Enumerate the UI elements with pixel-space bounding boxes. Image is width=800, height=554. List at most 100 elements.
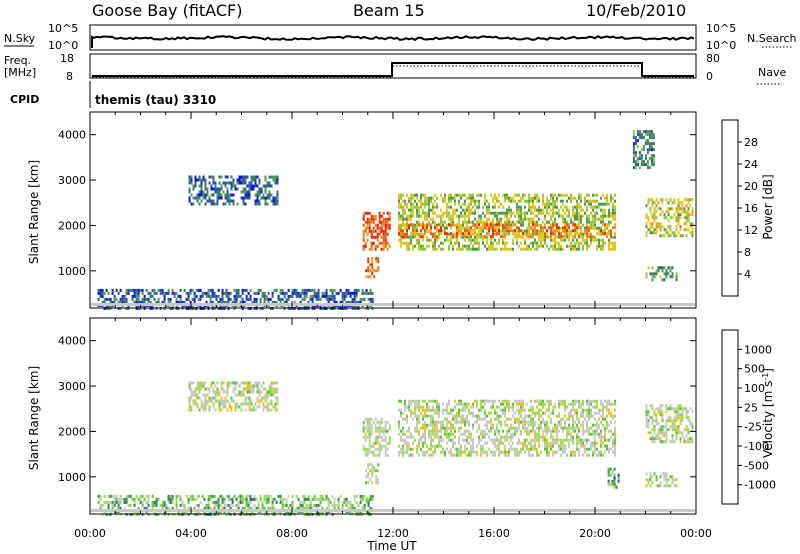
vel-cell [492, 441, 494, 445]
power-cell [375, 269, 378, 273]
power-cell [651, 231, 654, 235]
power-cell [195, 294, 198, 298]
power-cell [362, 223, 365, 227]
vel-cell [259, 497, 262, 501]
power-cell [436, 214, 438, 218]
power-cell [228, 199, 231, 203]
power-cell [466, 229, 468, 233]
vel-cell [232, 390, 235, 394]
vel-cell [428, 432, 430, 436]
vel-cell [424, 423, 426, 427]
vel-cell [207, 497, 210, 501]
vel-cell [231, 503, 234, 507]
vel-cell [665, 440, 668, 444]
power-cell [560, 235, 562, 239]
vel-cell [382, 444, 385, 448]
vel-cell [414, 408, 416, 412]
power-cell [480, 226, 482, 230]
vel-cell [253, 497, 256, 501]
vel-cell [250, 384, 253, 388]
power-cell [448, 199, 450, 203]
power-cell [436, 223, 438, 227]
power-cell [242, 187, 245, 191]
power-cell [245, 288, 248, 292]
power-cell [199, 288, 202, 292]
power-cell [359, 297, 362, 301]
power-cell [438, 235, 440, 239]
vel-cell [208, 396, 211, 400]
power-cell [586, 205, 588, 209]
power-cell [530, 241, 532, 245]
power-cell [534, 208, 536, 212]
vel-cell [548, 405, 550, 409]
vel-cell [504, 435, 506, 439]
vel-cell [210, 384, 213, 388]
vel-cell [478, 408, 480, 412]
vel-cell [313, 503, 316, 507]
power-cell [388, 214, 391, 218]
power-cell [341, 291, 344, 295]
vel-cell [464, 405, 466, 409]
vel-cell [402, 417, 404, 421]
power-cell [652, 133, 655, 137]
power-cell [232, 199, 235, 203]
power-cell [226, 175, 229, 179]
vel-cell [371, 469, 374, 473]
power-cell [270, 184, 273, 188]
vel-cell [558, 429, 560, 433]
vel-cell [570, 432, 572, 436]
power-cell [689, 225, 692, 229]
vel-cell [208, 399, 211, 403]
vel-cell [454, 420, 456, 424]
vel-cell [576, 447, 578, 451]
vel-cell [205, 506, 208, 510]
vel-cell [645, 410, 648, 414]
power-cell [256, 202, 259, 206]
vel-cell [598, 453, 600, 457]
power-cell [452, 214, 454, 218]
vel-cell [564, 405, 566, 409]
vel-cell [584, 447, 586, 451]
power-cell [638, 133, 641, 137]
vel-cell [568, 438, 570, 442]
vel-cell [588, 411, 590, 415]
power-cell [440, 226, 442, 230]
power-cell [482, 211, 484, 215]
power-cell [468, 235, 470, 239]
vel-cell [496, 405, 498, 409]
power-cell [462, 244, 464, 248]
vel-cell [482, 432, 484, 436]
power-cell [652, 154, 655, 158]
vel-cell [462, 408, 464, 412]
power-cell [436, 229, 438, 233]
power-cell [432, 217, 434, 221]
power-cell [562, 208, 564, 212]
vel-cell [498, 441, 500, 445]
power-cell [528, 244, 530, 248]
vel-cell [651, 475, 654, 479]
power-cell [691, 207, 694, 211]
power-cell [227, 294, 230, 298]
power-cell [526, 211, 528, 215]
power-cell [588, 244, 590, 248]
power-cell [448, 247, 450, 251]
vel-cell [580, 441, 582, 445]
power-cell [506, 193, 508, 197]
vel-cell [264, 396, 267, 400]
vel-cell [434, 435, 436, 439]
vel-cell [504, 405, 506, 409]
vel-cell [204, 396, 207, 400]
vel-cell [613, 479, 616, 483]
vel-cell [667, 407, 670, 411]
vel-cell [240, 408, 243, 412]
vel-cell [231, 497, 234, 501]
vel-cell [206, 387, 209, 391]
vel-cell [500, 441, 502, 445]
power-cell [568, 211, 570, 215]
power-cell [669, 207, 672, 211]
power-cell [216, 187, 219, 191]
power-cell [366, 238, 369, 242]
power-cell [476, 247, 478, 251]
power-cell [568, 232, 570, 236]
vel-cell [238, 393, 241, 397]
